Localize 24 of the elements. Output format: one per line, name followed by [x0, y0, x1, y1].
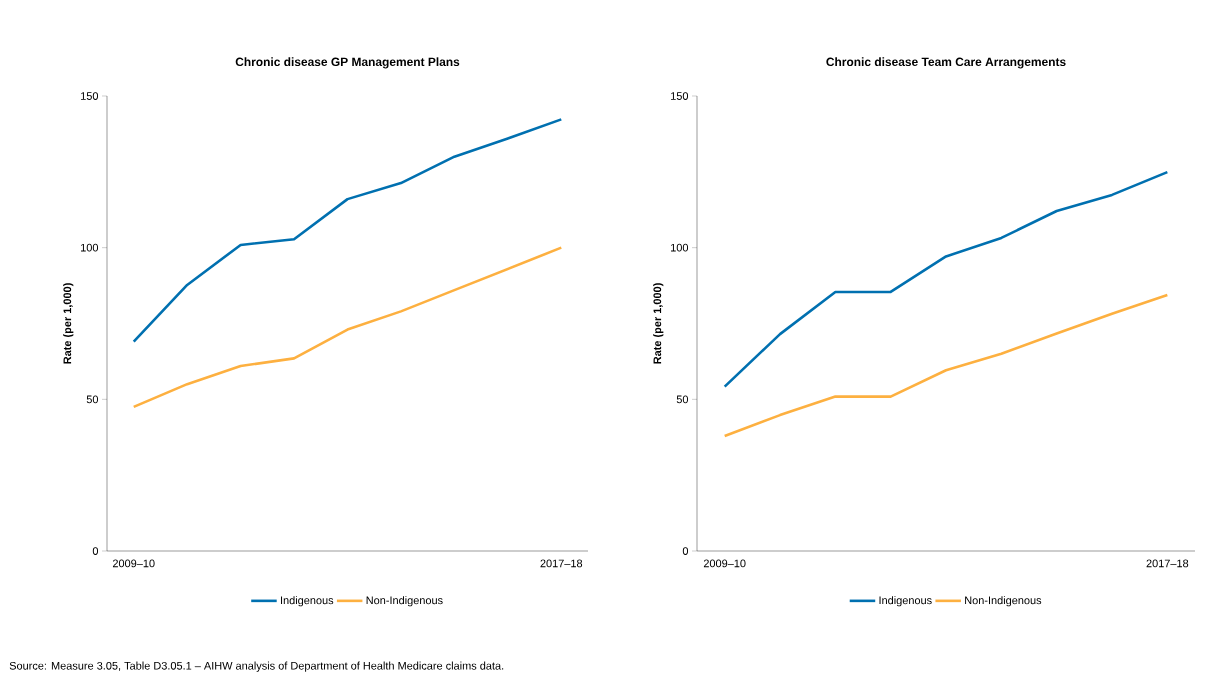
- y-tick-label: 150: [81, 92, 99, 100]
- y-axis-title: Rate (per 1,000): [653, 283, 664, 364]
- y-tick-label: 0: [682, 547, 689, 555]
- y-tick-label: 100: [671, 243, 689, 252]
- legend-label: Non-Indigenous: [965, 596, 1042, 607]
- y-tick-label: 100: [81, 243, 99, 252]
- line-series: [723, 293, 1169, 438]
- line-series: [132, 118, 563, 343]
- legend-label: Indigenous: [879, 596, 932, 607]
- line-series: [723, 170, 1169, 388]
- source-note: Source: Measure 3.05, Table D3.05.1 – AIHW analysis of Department of Health Medicare claims data.: [9, 661, 504, 672]
- y-tick-label: 50: [676, 395, 689, 404]
- x-tick-label: 2009–10: [703, 559, 746, 568]
- chart-title: Chronic disease GP Management Plans: [235, 57, 460, 69]
- y-tick-label: 50: [86, 395, 99, 404]
- x-tick-label: 2009–10: [112, 559, 155, 568]
- y-tick-label: 150: [671, 92, 689, 100]
- x-tick-label: 2017–18: [540, 559, 583, 568]
- legend-label: Indigenous: [281, 596, 334, 607]
- y-axis-title: Rate (per 1,000): [63, 283, 74, 364]
- x-tick-label: 2017–18: [1146, 559, 1189, 568]
- legend-label: Non-Indigenous: [366, 596, 443, 607]
- y-tick-label: 0: [92, 547, 99, 555]
- chart-title: Chronic disease Team Care Arrangements: [826, 57, 1066, 69]
